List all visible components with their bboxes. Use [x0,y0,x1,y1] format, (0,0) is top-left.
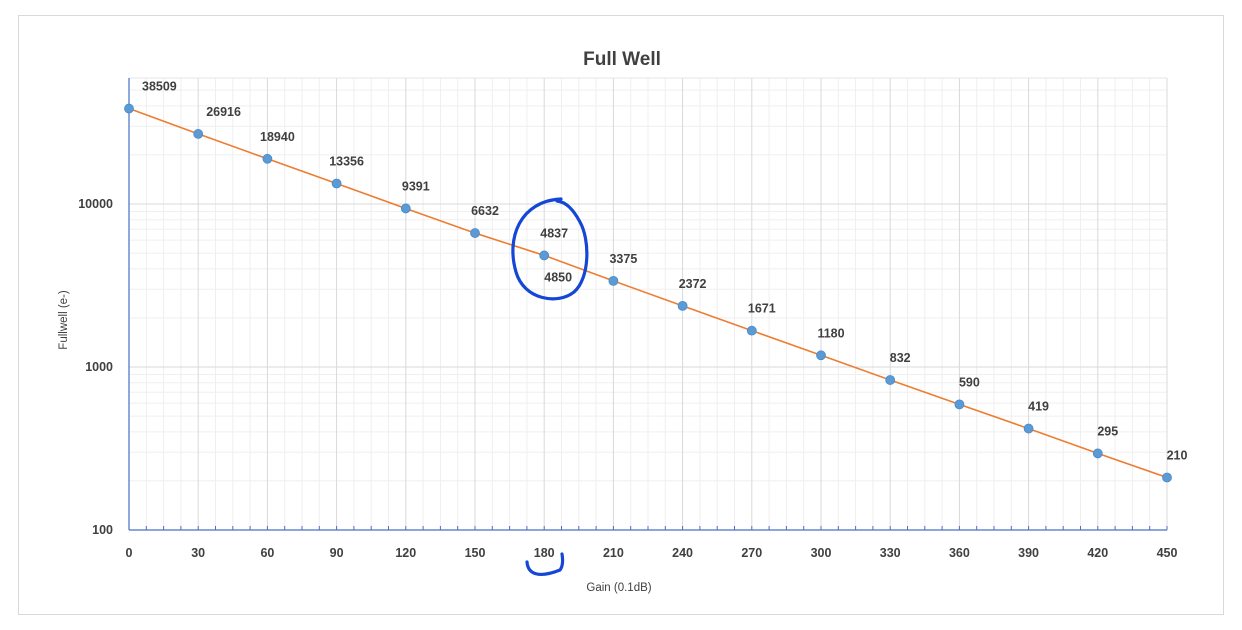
data-label: 6632 [471,204,499,218]
annotations: 4850 [511,197,589,577]
data-label: 3375 [609,252,637,266]
chart-frame [18,15,1224,615]
annotation-bracket [525,552,565,577]
data-point [400,203,411,214]
data-point [885,375,896,385]
x-axis-label: Gain (0.1dB) [586,582,651,594]
data-label: 210 [1167,448,1188,462]
data-label: 1180 [817,326,844,340]
x-tick-label: 420 [1087,546,1108,560]
data-point [1023,423,1034,434]
data-label: 832 [890,351,911,365]
x-tick-label: 90 [330,546,344,560]
axes [128,78,1168,531]
y-tick-labels: 100 1000 10000 [78,197,113,537]
x-tick-labels: 0 30 60 90 120 150 180 210 240 270 300 330 360 390 420… [126,546,1178,560]
data-label: 13356 [329,155,364,169]
data-point [331,178,342,189]
data-label: 295 [1097,424,1118,438]
x-tick-label: 270 [741,546,762,560]
x-tick-label: 390 [1018,546,1039,560]
data-point [193,129,204,139]
x-tick-label: 120 [395,546,416,560]
minor-grid [129,78,1167,530]
data-label: 26916 [206,105,241,119]
x-tick-label: 0 [126,546,133,560]
data-point [124,103,134,114]
x-tick-label: 300 [811,546,832,560]
x-tick-label: 330 [880,546,901,560]
data-point [1162,472,1172,483]
data-label: 590 [959,375,980,389]
data-label: 2372 [679,277,707,291]
data-label: 38509 [142,80,177,94]
annotation-circle [511,197,589,301]
data-point [262,153,273,164]
x-tick-label: 150 [465,546,486,560]
x-tick-label: 210 [603,546,624,560]
x-tick-label: 60 [260,546,274,560]
data-point [677,300,688,311]
annotation-label: 4850 [544,270,572,284]
data-point [1092,448,1103,459]
data-labels: 38509 26916 18940 13356 9391 6632 4837 3375 2372… [142,80,1187,463]
series-group [124,103,1172,483]
x-tick-label: 360 [949,546,970,560]
x-tick-label: 240 [672,546,693,560]
data-label: 4837 [540,226,568,240]
y-axis-label: Fullwell (e-) [58,290,70,350]
data-point [539,250,550,261]
y-tick-label: 10000 [78,197,113,211]
data-label: 419 [1028,400,1049,414]
x-tick-label: 180 [534,546,555,560]
data-label: 1671 [748,302,776,316]
data-point [470,228,480,238]
x-tick-label: 30 [191,546,205,560]
data-point [816,350,826,361]
data-label: 9391 [402,179,430,193]
series-line [128,107,1168,479]
data-point [954,399,965,410]
y-tick-label: 100 [92,523,113,537]
data-point [608,275,619,286]
y-tick-label: 1000 [85,360,113,374]
chart-title: Full Well [583,49,661,70]
data-label: 18940 [260,130,295,144]
data-point [746,325,757,336]
x-tick-label: 450 [1157,546,1178,560]
